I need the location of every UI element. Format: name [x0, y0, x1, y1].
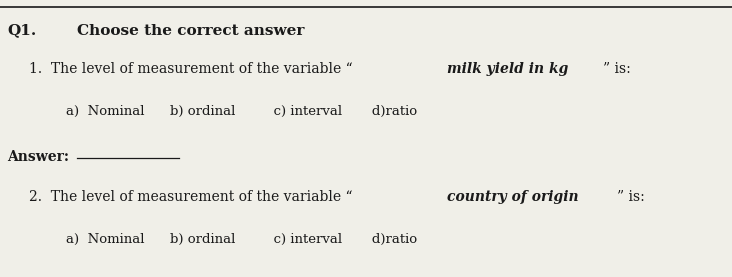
Text: Answer:: Answer:	[7, 150, 70, 164]
Text: Choose the correct answer: Choose the correct answer	[77, 24, 305, 38]
Text: a)  Nominal      b) ordinal         c) interval       d)ratio: a) Nominal b) ordinal c) interval d)rati…	[66, 233, 417, 246]
Text: a)  Nominal      b) ordinal         c) interval       d)ratio: a) Nominal b) ordinal c) interval d)rati…	[66, 105, 417, 118]
Text: milk yield in kg: milk yield in kg	[447, 62, 568, 76]
Text: 1.  The level of measurement of the variable “: 1. The level of measurement of the varia…	[29, 62, 353, 76]
Text: Q1.: Q1.	[7, 24, 37, 38]
Text: ” is:: ” is:	[603, 62, 631, 76]
Text: country of origin: country of origin	[447, 190, 578, 204]
Text: ” is:: ” is:	[616, 190, 644, 204]
Text: 2.  The level of measurement of the variable “: 2. The level of measurement of the varia…	[29, 190, 353, 204]
